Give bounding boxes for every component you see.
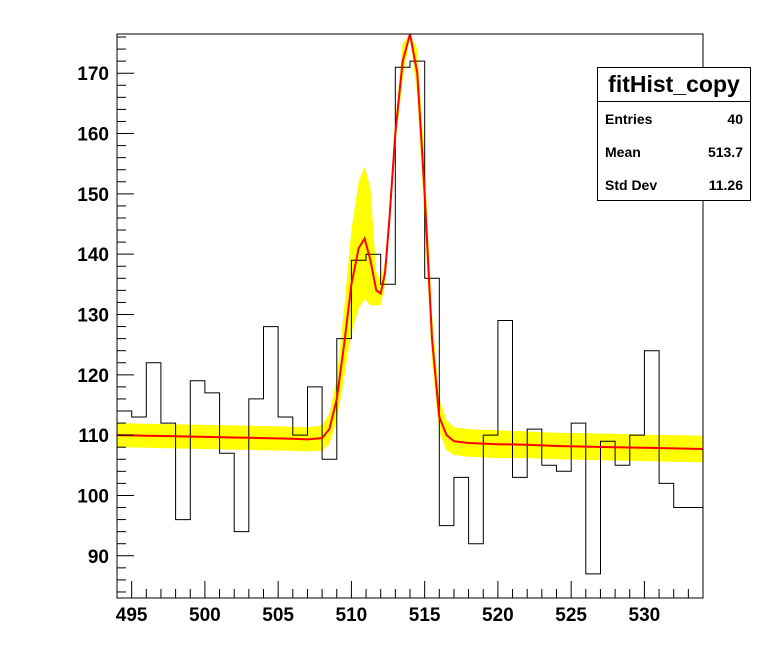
- stats-title: fitHist_copy: [598, 68, 750, 102]
- x-tick-label: 495: [116, 605, 148, 626]
- y-tick-label: 120: [77, 366, 109, 387]
- y-tick-label: 170: [77, 64, 109, 85]
- x-tick-label: 515: [409, 605, 441, 626]
- y-tick-label: 150: [77, 185, 109, 206]
- stats-label-entries: Entries: [605, 110, 653, 127]
- stats-label-stddev: Std Dev: [605, 176, 658, 193]
- fit-line: [116, 33, 704, 450]
- fit-curve: [116, 33, 704, 450]
- y-axis: 90 100 110 120 130 140 150 160 170: [77, 36, 134, 593]
- histogram-outline: [117, 60, 703, 575]
- y-tick-label: 160: [77, 125, 109, 146]
- stats-value-stddev: 11.26: [708, 176, 743, 193]
- x-axis: 495 500 505 510 515 520 525 530: [116, 581, 704, 626]
- x-tick-label: 500: [189, 605, 221, 626]
- x-tick-label: 510: [336, 605, 368, 626]
- y-tick-label: 110: [78, 426, 109, 447]
- y-tick-label: 100: [77, 486, 109, 507]
- y-tick-label: 140: [77, 245, 109, 266]
- stats-row-mean: Mean 513.7: [598, 135, 750, 168]
- stats-row-stddev: Std Dev 11.26: [598, 168, 750, 201]
- histogram: [117, 60, 703, 575]
- stats-row-entries: Entries 40: [598, 102, 750, 135]
- x-tick-label: 505: [262, 605, 294, 626]
- stats-value-entries: 40: [727, 110, 743, 127]
- stats-value-mean: 513.7: [707, 143, 743, 160]
- x-tick-label: 530: [629, 605, 661, 626]
- stats-box: fitHist_copy Entries 40 Mean 513.7 Std D…: [597, 67, 751, 201]
- y-tick-label: 90: [88, 547, 109, 568]
- stats-label-mean: Mean: [605, 143, 641, 160]
- y-tick-label: 130: [77, 305, 109, 326]
- x-tick-label: 525: [555, 605, 587, 626]
- x-tick-label: 520: [482, 605, 514, 626]
